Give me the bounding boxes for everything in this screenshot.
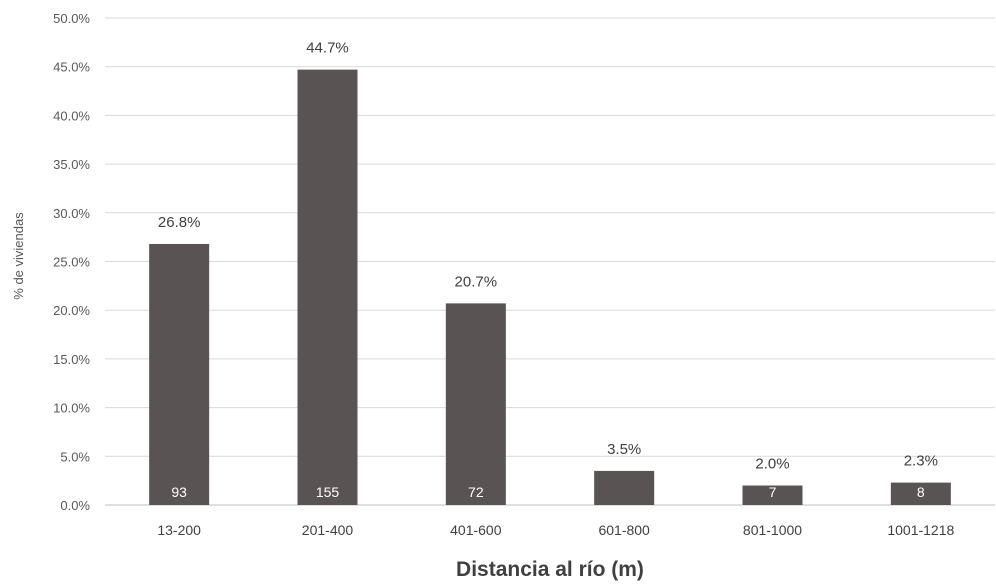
bars (149, 69, 951, 505)
bar (742, 485, 803, 505)
y-axis-tick-labels: 0.0% 5.0% 10.0% 15.0% 20.0% 25.0% 30.0% 35.0% 40… (53, 11, 90, 513)
x-tick-label: 401-600 (450, 522, 502, 538)
y-axis-title: % de viviendas (11, 212, 26, 300)
bar-value-label: 2.0% (755, 456, 789, 473)
y-tick-label: 0.0% (60, 498, 90, 513)
bar-count-label: 93 (171, 484, 187, 500)
bar (297, 69, 358, 505)
y-tick-label: 35.0% (53, 157, 90, 172)
bar (149, 243, 210, 505)
x-axis-tick-labels: 13-200 201-400 401-600 601-800 801-1000 1001-… (157, 522, 954, 538)
bar-count-label: 7 (769, 484, 777, 500)
x-tick-label: 601-800 (598, 522, 650, 538)
x-tick-label: 13-200 (157, 522, 201, 538)
bar-value-label: 2.3% (904, 453, 938, 470)
data-labels: 26.8% 93 44.7% 155 20.7% 72 3.5% 2.0% 7 2.3% 8 (158, 40, 938, 500)
bar-value-label: 44.7% (306, 40, 349, 57)
bar-count-label: 72 (468, 484, 484, 500)
bar-value-label: 20.7% (455, 273, 498, 290)
y-tick-label: 45.0% (53, 60, 90, 75)
bar-count-label: 8 (917, 484, 925, 500)
x-tick-label: 801-1000 (743, 522, 802, 538)
bar (445, 303, 506, 505)
x-axis-title: Distancia al río (m) (456, 558, 644, 581)
y-tick-label: 5.0% (60, 449, 90, 464)
y-tick-label: 20.0% (53, 303, 90, 318)
grid-lines (105, 17, 995, 506)
x-tick-label: 1001-1218 (887, 522, 954, 538)
y-tick-label: 40.0% (53, 108, 90, 123)
bar (594, 470, 655, 505)
x-tick-label: 201-400 (302, 522, 354, 538)
y-tick-label: 25.0% (53, 255, 90, 270)
bar-value-label: 26.8% (158, 214, 201, 231)
y-tick-label: 15.0% (53, 352, 90, 367)
bar-count-label: 155 (316, 484, 340, 500)
y-tick-label: 30.0% (53, 206, 90, 221)
bar (890, 482, 951, 505)
y-tick-label: 50.0% (53, 11, 90, 26)
bar-value-label: 3.5% (607, 441, 641, 458)
y-tick-label: 10.0% (53, 401, 90, 416)
